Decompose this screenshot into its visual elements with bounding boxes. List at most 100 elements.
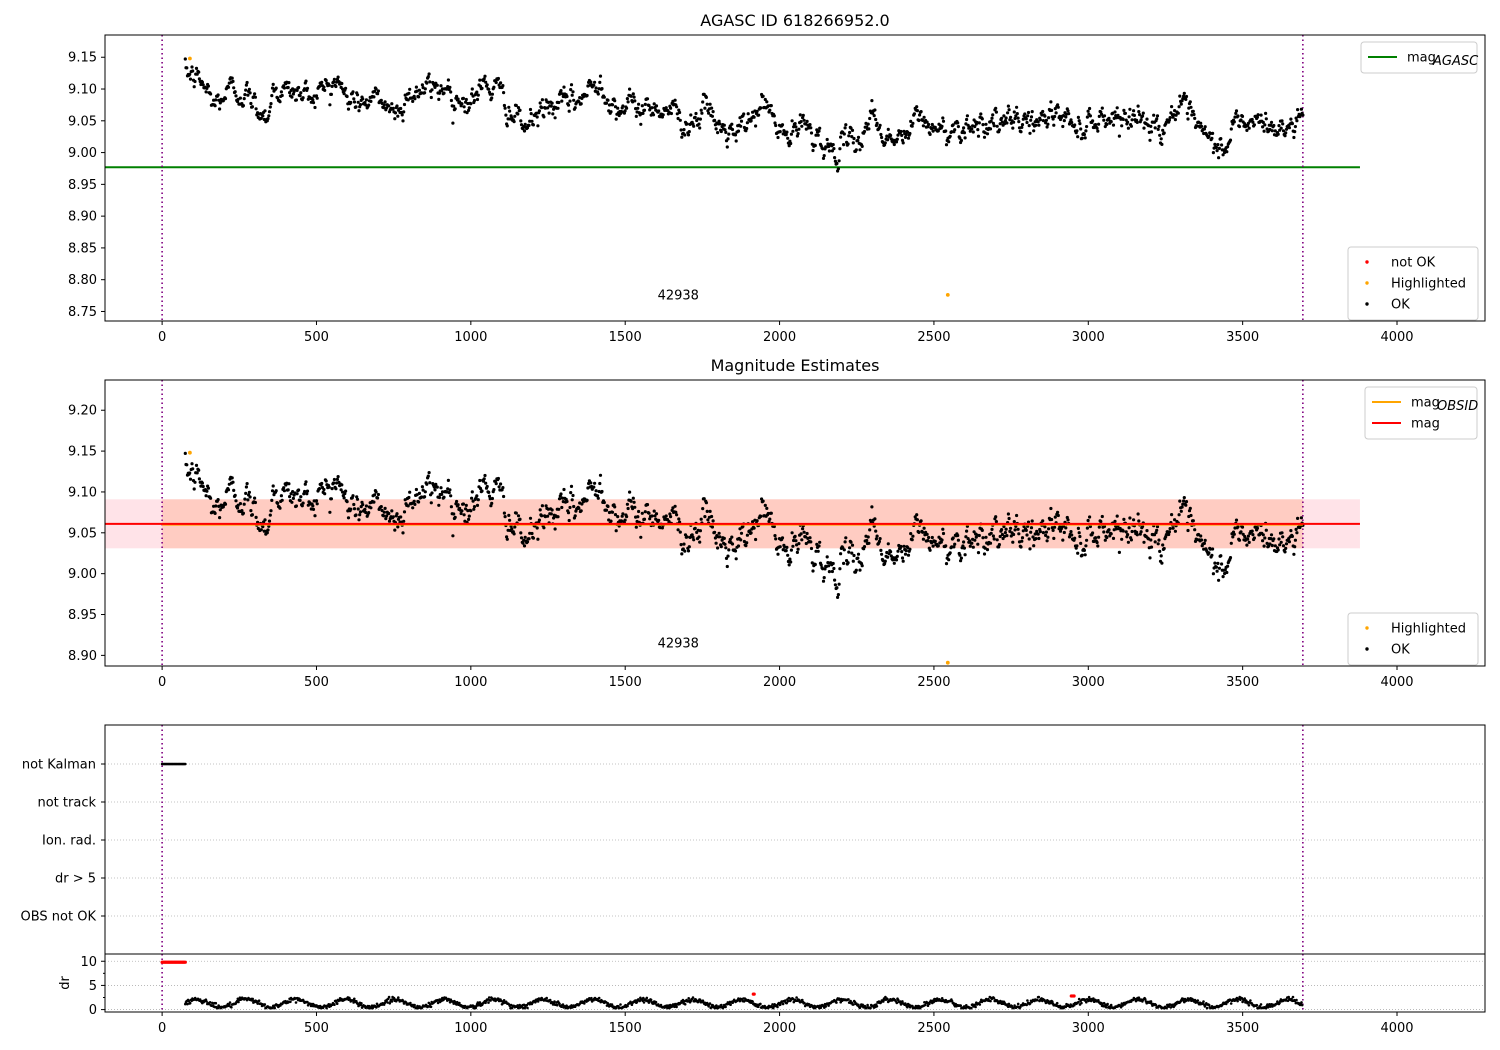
estimates-xtick-label: 0	[158, 675, 166, 690]
estimates-ok-point	[1043, 525, 1047, 529]
agasc-ytick-label: 8.80	[68, 273, 97, 288]
estimates-ok-point	[883, 559, 887, 563]
dr-ok-point	[257, 999, 261, 1002]
estimates-ok-point	[678, 530, 682, 534]
estimates-ok-point	[1229, 541, 1233, 545]
agasc-ok-point	[328, 103, 332, 107]
dr-ok-point	[487, 996, 491, 999]
agasc-ok-point	[193, 79, 197, 84]
estimates-ok-point	[636, 515, 640, 519]
estimates-ok-point	[959, 559, 963, 563]
estimates-ok-point	[1102, 530, 1106, 534]
estimates-ok-point	[559, 492, 563, 496]
estimates-ok-point	[645, 503, 650, 507]
agasc-ok-point	[516, 106, 521, 110]
dr-ok-point	[724, 1005, 727, 1009]
agasc-ok-point	[880, 135, 884, 140]
dr-ok-point	[635, 1000, 639, 1004]
estimates-ok-point	[867, 541, 871, 545]
agasc-bottom-legend-point-swatch	[1365, 302, 1369, 306]
agasc-ok-point	[707, 111, 711, 115]
agasc-ok-point	[700, 111, 704, 115]
agasc-ok-point	[1037, 123, 1041, 127]
estimates-ok-point	[965, 529, 969, 533]
agasc-ok-point	[963, 136, 967, 140]
estimates-ok-point	[528, 516, 533, 520]
estimates-ok-point	[613, 505, 617, 509]
estimates-ok-point	[1052, 536, 1056, 541]
estimates-ok-point	[909, 532, 913, 536]
estimates-ok-point	[417, 500, 421, 504]
estimates-ok-point	[1199, 534, 1203, 538]
estimates-ok-point	[288, 495, 292, 499]
estimates-ok-point	[235, 506, 240, 510]
agasc-ok-point	[528, 107, 533, 112]
estimates-ok-point	[1041, 531, 1045, 535]
agasc-ok-point	[406, 98, 410, 102]
agasc-ok-point	[423, 87, 427, 91]
estimates-ok-point	[673, 504, 677, 508]
estimates-ok-point	[428, 481, 432, 485]
agasc-ok-point	[417, 88, 421, 92]
agasc-ok-point	[271, 82, 275, 86]
estimates-ok-point	[718, 535, 722, 539]
estimates-ok-point	[1153, 540, 1157, 544]
estimates-ok-point	[832, 566, 836, 571]
agasc-ok-point	[976, 128, 980, 132]
agasc-ok-point	[676, 116, 680, 121]
agasc-ok-point	[1236, 114, 1240, 118]
agasc-ok-point	[711, 110, 715, 114]
estimates-ok-point	[376, 492, 380, 497]
agasc-ok-point	[336, 75, 340, 79]
agasc-ok-point	[931, 129, 935, 133]
agasc-ok-point	[1261, 125, 1265, 129]
estimates-ok-point	[833, 578, 837, 582]
agasc-ok-point	[266, 117, 270, 121]
dr-ytick-label: 10	[80, 955, 97, 970]
agasc-ok-point	[332, 80, 336, 84]
agasc-ok-point	[559, 89, 563, 93]
estimates-ok-point	[1251, 533, 1255, 537]
agasc-ok-point	[1280, 119, 1284, 123]
dr-ok-point	[502, 999, 506, 1002]
estimates-obsid-label: 42938	[658, 636, 699, 651]
estimates-ok-point	[496, 476, 500, 481]
estimates-ok-point	[901, 559, 905, 563]
agasc-ok-point	[733, 133, 738, 137]
estimates-ok-point	[417, 491, 421, 495]
agasc-ok-point	[647, 103, 651, 108]
agasc-ok-point	[448, 85, 452, 89]
agasc-ok-point	[1097, 114, 1101, 118]
agasc-ok-point	[902, 129, 906, 133]
agasc-ok-point	[796, 132, 800, 136]
estimates-ok-point	[322, 487, 326, 492]
agasc-ok-point	[1138, 113, 1142, 117]
estimates-ok-point	[998, 534, 1002, 539]
agasc-ok-point	[1026, 114, 1030, 118]
estimates-ok-point	[462, 513, 466, 517]
agasc-ok-point	[669, 106, 673, 110]
dr-axis-label: dr	[58, 976, 73, 990]
agasc-ok-point	[997, 128, 1002, 132]
agasc-ok-point	[769, 104, 773, 108]
estimates-ok-point	[985, 548, 990, 552]
agasc-ok-point	[407, 91, 411, 95]
estimates-ok-point	[553, 527, 557, 531]
agasc-ok-point	[304, 79, 308, 83]
estimates-ok-point	[755, 519, 759, 523]
estimates-ok-point	[531, 536, 536, 540]
agasc-ok-point	[912, 112, 917, 116]
dr-ok-point	[208, 1001, 212, 1004]
dr-ok-point	[827, 1004, 830, 1007]
dr-ok-point	[325, 1006, 328, 1010]
agasc-ok-point	[1296, 108, 1300, 112]
dr-ok-point	[1264, 1006, 1268, 1010]
agasc-ok-point	[263, 109, 267, 113]
agasc-ok-point	[921, 124, 926, 128]
estimates-ok-point	[1064, 526, 1068, 530]
estimates-ok-point	[459, 511, 463, 516]
agasc-ok-point	[205, 86, 209, 90]
agasc-ok-point	[785, 130, 789, 134]
agasc-ok-point	[502, 91, 506, 95]
